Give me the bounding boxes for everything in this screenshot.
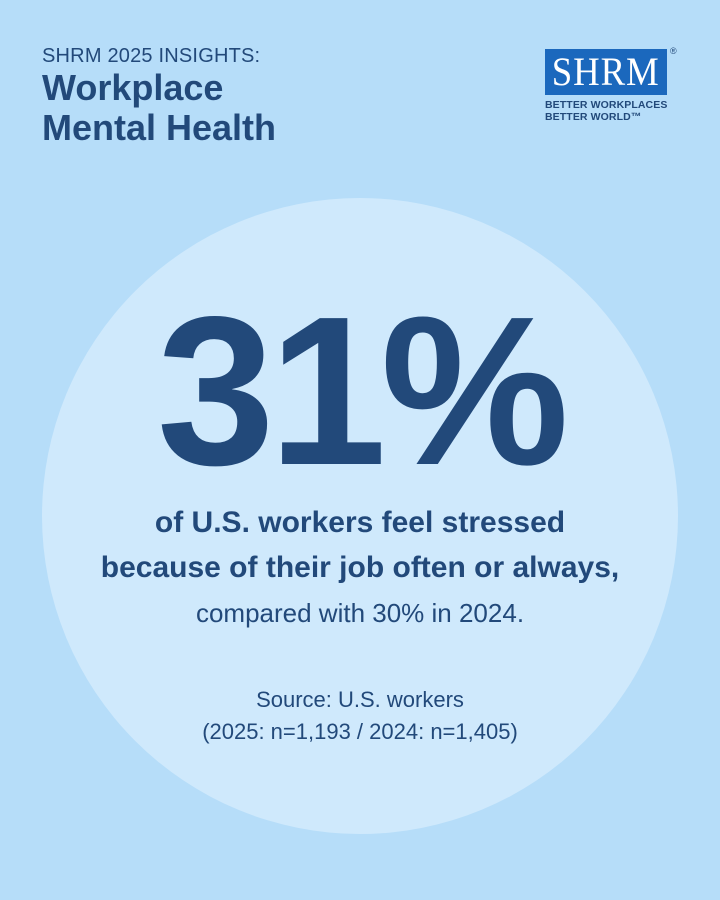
header: SHRM 2025 INSIGHTS: Workplace Mental Hea…: [42, 44, 276, 148]
source-line-1: Source: U.S. workers: [256, 687, 464, 712]
logo-tagline-line-1: BETTER WORKPLACES: [545, 99, 668, 111]
stat-statement-line-1: of U.S. workers feel stressed: [154, 506, 566, 539]
shrm-logo: SHRM ® BETTER WORKPLACES BETTER WORLD™: [545, 46, 680, 123]
stat-statement-line-2: because of their job often or always,: [100, 551, 620, 584]
source-line-2: (2025: n=1,193 / 2024: n=1,405): [202, 719, 518, 744]
page-title-line-1: Workplace: [42, 67, 224, 108]
logo-tagline-line-2: BETTER WORLD™: [545, 111, 642, 123]
logo-box: SHRM ®: [545, 46, 677, 95]
stat-comparison: compared with 30% in 2024.: [195, 598, 525, 628]
logo-wordmark: SHRM: [551, 49, 660, 94]
page-title-line-2: Mental Health: [42, 107, 277, 148]
stat-circle: [42, 198, 678, 834]
eyebrow-label: SHRM 2025 INSIGHTS:: [42, 45, 261, 67]
registered-mark: ®: [670, 46, 677, 56]
stat-value: 31%: [156, 272, 569, 509]
